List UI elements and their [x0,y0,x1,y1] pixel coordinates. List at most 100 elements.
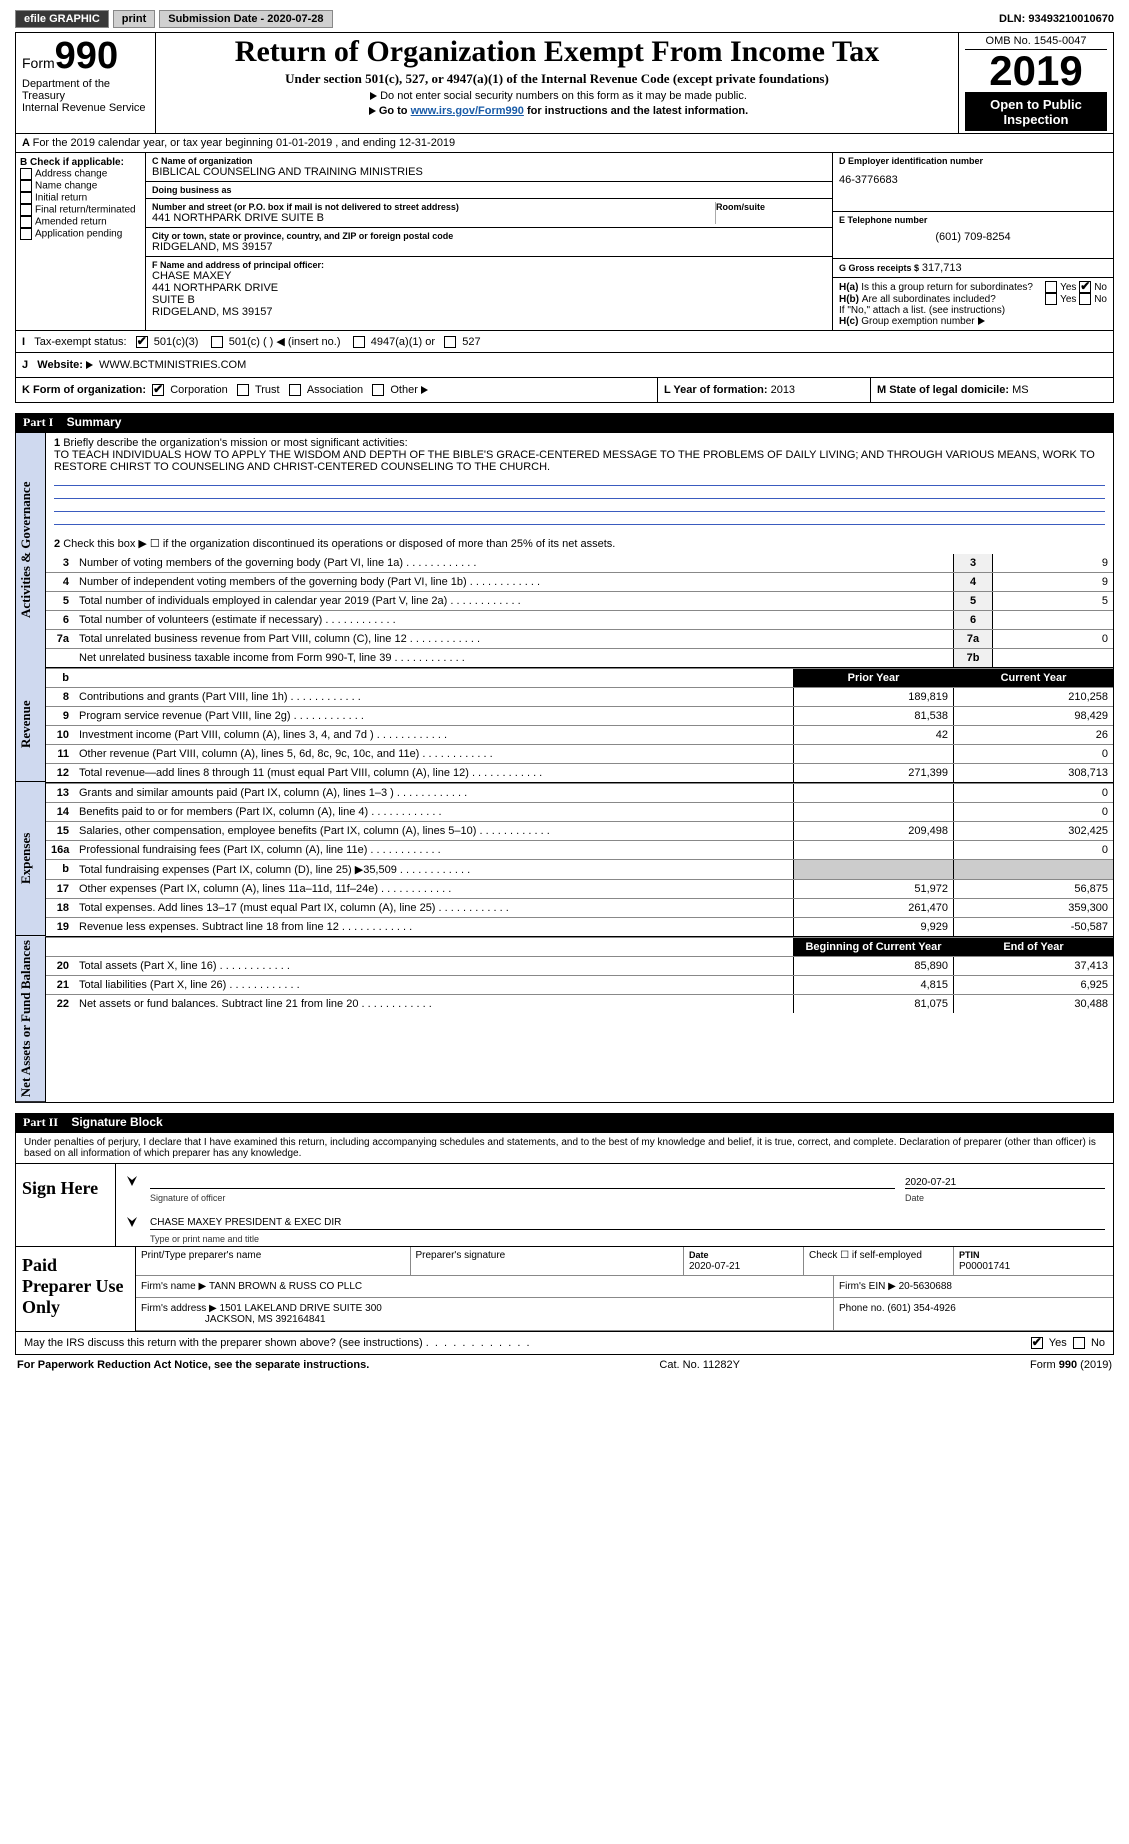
underline [54,499,1105,512]
row-num: 3 [46,554,74,572]
hb-no-checkbox[interactable] [1079,293,1091,305]
page-footer: For Paperwork Reduction Act Notice, see … [15,1355,1114,1375]
row-prior: 81,075 [793,995,953,1013]
chk-amended-return[interactable]: Amended return [20,216,141,228]
sign-cells: 2020-07-21 Signature of officer Date CHA… [116,1164,1113,1246]
sig-officer-label: Signature of officer [150,1193,895,1203]
ptin: PTINP00001741 [953,1247,1113,1275]
row-curr [953,860,1113,879]
hc-label: H(c) [839,316,858,327]
firm-name-label: Firm's name ▶ [141,1281,206,1292]
row-curr: 0 [953,803,1113,821]
officer-addr2: SUITE B [152,294,826,306]
sign-arrow-icon [124,1207,140,1230]
col-header-row: b Prior Year Current Year [46,668,1113,687]
row-text: Total assets (Part X, line 16) . . . . .… [74,957,793,975]
chk-final-return[interactable]: Final return/terminated [20,204,141,216]
year-formation-label: L Year of formation: [664,384,768,396]
underline [54,512,1105,525]
print-button[interactable]: print [113,10,155,28]
paid-preparer-label: Paid Preparer Use Only [16,1247,136,1331]
prep-date-label: Date [689,1250,709,1260]
row-j-website: J Website: WWW.BCTMINISTRIES.COM [15,353,1114,378]
row-value: 9 [993,573,1113,591]
year-formation-value: 2013 [771,384,795,396]
chk-501c3[interactable] [136,336,148,348]
row-text: Total liabilities (Part X, line 26) . . … [74,976,793,994]
officer-signature-line[interactable] [150,1176,895,1189]
opt-527: 527 [462,336,480,348]
chk-name-change[interactable]: Name change [20,180,141,192]
form-of-org: K Form of organization: Corporation Trus… [16,378,657,402]
chk-application-pending[interactable]: Application pending [20,228,141,240]
chk-other[interactable] [372,384,384,396]
dba-label: Doing business as [152,185,826,195]
summary-row: 7a Total unrelated business revenue from… [46,629,1113,648]
hdr-blank [74,669,793,687]
firm-ein-label: Firm's EIN ▶ [839,1281,896,1292]
mission-block: 1 Briefly describe the organization's mi… [46,433,1113,529]
hb-text: Are all subordinates included? [862,294,1045,305]
discuss-no-checkbox[interactable] [1073,1337,1085,1349]
summary-row: 15 Salaries, other compensation, employe… [46,821,1113,840]
chk-trust[interactable] [237,384,249,396]
summary-row: b Total fundraising expenses (Part IX, c… [46,859,1113,879]
chk-corporation[interactable] [152,384,164,396]
discuss-row: May the IRS discuss this return with the… [16,1331,1113,1354]
form-990-page: efile GRAPHIC print Submission Date - 20… [0,0,1129,1385]
arrow-icon [370,92,377,100]
row-text: Other expenses (Part IX, column (A), lin… [74,880,793,898]
opt-corp: Corporation [170,384,227,396]
sign-date-value: 2020-07-21 [905,1177,956,1188]
dept-treasury: Department of the Treasury [22,78,149,102]
self-employed-check[interactable]: Check ☐ if self-employed [803,1247,953,1275]
org-name-cell: C Name of organization BIBLICAL COUNSELI… [146,153,832,182]
chk-501c[interactable] [211,336,223,348]
firm-ein-value: 20-5630688 [899,1281,952,1292]
row-text: Benefits paid to or for members (Part IX… [74,803,793,821]
row-curr: 302,425 [953,822,1113,840]
row-curr: 56,875 [953,880,1113,898]
row-curr: 26 [953,726,1113,744]
row-curr: 6,925 [953,976,1113,994]
dba-cell: Doing business as [146,182,832,199]
chk-initial-return[interactable]: Initial return [20,192,141,204]
mission-label: Briefly describe the organization's miss… [63,437,407,449]
row-prior: 51,972 [793,880,953,898]
col-header-row2: Beginning of Current Year End of Year [46,937,1113,956]
row-num: 5 [46,592,74,610]
row-value: 0 [993,630,1113,648]
hb-yes-checkbox[interactable] [1045,293,1057,305]
row-curr: -50,587 [953,918,1113,936]
summary-row: 3 Number of voting members of the govern… [46,554,1113,572]
chk-address-change[interactable]: Address change [20,168,141,180]
row-lineno: 6 [953,611,993,629]
firm-name-value: TANN BROWN & RUSS CO PLLC [209,1281,362,1292]
paid-rows: Print/Type preparer's name Preparer's si… [136,1247,1113,1331]
row-curr: 98,429 [953,707,1113,725]
discuss-yes-checkbox[interactable] [1031,1337,1043,1349]
chk-association[interactable] [289,384,301,396]
irs-form990-link[interactable]: www.irs.gov/Form990 [411,105,524,117]
chk-527[interactable] [444,336,456,348]
officer-name-title: CHASE MAXEY PRESIDENT & EXEC DIR [150,1217,341,1228]
row-prior: 42 [793,726,953,744]
signature-block: Under penalties of perjury, I declare th… [15,1132,1114,1355]
col-d: D Employer identification number 46-3776… [833,153,1113,330]
row-lineno: 7b [953,649,993,667]
officer-addr3: RIDGELAND, MS 39157 [152,306,826,318]
summary-row: 4 Number of independent voting members o… [46,572,1113,591]
row-prior: 85,890 [793,957,953,975]
part2-header: Part II Signature Block [15,1113,1114,1132]
summary-row: 5 Total number of individuals employed i… [46,591,1113,610]
chk-4947[interactable] [353,336,365,348]
arrow-icon [978,317,985,325]
summary-row: 19 Revenue less expenses. Subtract line … [46,917,1113,936]
ha-yes-checkbox[interactable] [1045,281,1057,293]
prep-sig-label: Preparer's signature [410,1247,684,1275]
ha-no-checkbox[interactable] [1079,281,1091,293]
row-num: 14 [46,803,74,821]
yes-label: Yes [1060,282,1076,293]
row-value [993,649,1113,667]
sign-arrow-icon [124,1166,140,1189]
